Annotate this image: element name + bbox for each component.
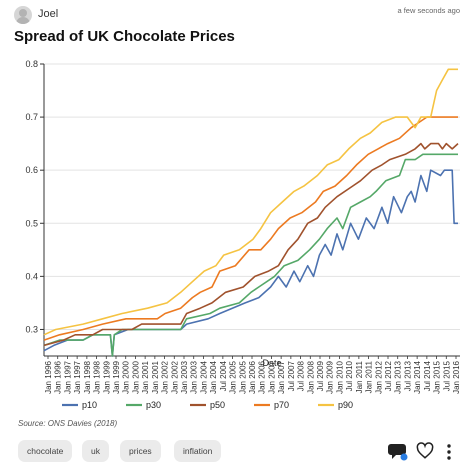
avatar-icon[interactable]: [14, 6, 32, 24]
x-tick-label: Jan 1998: [83, 360, 92, 393]
y-tick-label: 0.4: [25, 271, 38, 281]
x-tick-label: Jan 2009: [326, 360, 335, 393]
x-tick-label: Jan 2008: [306, 360, 315, 393]
x-tick-label: Jan 1997: [63, 360, 72, 393]
y-tick-label: 0.6: [25, 165, 38, 175]
y-tick-label: 0.5: [25, 218, 38, 228]
x-tick-label: Jan 2013: [394, 360, 403, 393]
legend-label-p10: p10: [82, 400, 97, 410]
x-tick-label: Jul 2008: [297, 360, 306, 391]
legend-label-p70: p70: [274, 400, 289, 410]
x-tick-label: Jan 2000: [122, 360, 131, 393]
more-icon[interactable]: [444, 442, 454, 462]
legend-label-p90: p90: [338, 400, 353, 410]
x-tick-label: Jan 2014: [413, 360, 422, 393]
x-tick-label: Jul 2010: [345, 360, 354, 391]
tag-inflation[interactable]: inflation: [174, 440, 222, 462]
x-tick-label: Jan 1996: [54, 360, 63, 393]
post-header: Joel a few seconds ago: [14, 6, 460, 28]
x-tick-label: Jan 2015: [433, 360, 442, 393]
x-tick-label: Jan 1999: [102, 360, 111, 393]
x-tick-label: Jul 2012: [384, 360, 393, 391]
x-tick-label: Jan 2001: [141, 360, 150, 393]
series-line-p90: [43, 68, 458, 336]
x-tick-label: Jan 2011: [355, 360, 364, 393]
author-name[interactable]: Joel: [38, 8, 59, 20]
x-tick-label: Jan 2004: [199, 360, 208, 393]
x-tick-label: Jul 2014: [423, 360, 432, 391]
series-line-p30: [43, 153, 458, 357]
series-line-p10: [43, 169, 458, 357]
x-tick-label: Jan 2006: [248, 360, 257, 393]
x-tick-label: Jan 1997: [73, 360, 82, 393]
x-tick-label: Jan 2007: [267, 360, 276, 393]
x-tick-label: Jan 2005: [229, 360, 238, 393]
source-note: Source: ONS Davies (2018): [18, 419, 118, 428]
x-tick-label: Jan 2000: [131, 360, 140, 393]
post-actions: [358, 440, 458, 464]
x-tick-label: Jan 2003: [180, 360, 189, 393]
x-tick-label: Jan 2010: [335, 360, 344, 393]
x-tick-label: Jan 2003: [190, 360, 199, 393]
x-tick-label: Jan 1998: [93, 360, 102, 393]
x-tick-label: Jan 1996: [44, 360, 53, 393]
x-tick-label: Jan 2016: [452, 360, 461, 393]
series-line-p50: [43, 142, 459, 347]
x-tick-label: Jan 2002: [161, 360, 170, 393]
x-tick-label: Jan 2005: [238, 360, 247, 393]
tag-uk[interactable]: uk: [82, 440, 109, 462]
x-tick-label: Jul 2013: [403, 360, 412, 391]
x-tick-label: Jul 2009: [316, 360, 325, 391]
x-tick-label: Jan 2011: [365, 360, 374, 393]
x-tick-label: Jan 2012: [374, 360, 383, 393]
comment-icon[interactable]: [388, 442, 410, 462]
x-tick-label: Jul 2015: [442, 360, 451, 391]
y-tick-label: 0.8: [25, 59, 38, 69]
heart-icon[interactable]: [416, 442, 434, 460]
legend-label-p50: p50: [210, 400, 225, 410]
x-tick-label: Jan 1999: [112, 360, 121, 393]
x-tick-label: Jan 2002: [170, 360, 179, 393]
tag-prices[interactable]: prices: [120, 440, 161, 462]
x-tick-label: Jan 2001: [151, 360, 160, 393]
x-tick-label: Jul 2004: [219, 360, 228, 391]
y-tick-label: 0.7: [25, 112, 38, 122]
timestamp: a few seconds ago: [397, 6, 460, 15]
x-tick-label: Jan 2007: [277, 360, 286, 393]
x-tick-label: Jan 2006: [258, 360, 267, 393]
x-tick-label: Jul 2007: [287, 360, 296, 391]
legend-label-p30: p30: [146, 400, 161, 410]
y-tick-label: 0.3: [25, 324, 38, 334]
x-axis-label: Date: [262, 358, 281, 368]
chart-title: Spread of UK Chocolate Prices: [14, 28, 235, 45]
x-tick-label: Jan 2004: [209, 360, 218, 393]
series-line-p70: [43, 116, 458, 341]
tag-chocolate[interactable]: chocolate: [18, 440, 73, 462]
